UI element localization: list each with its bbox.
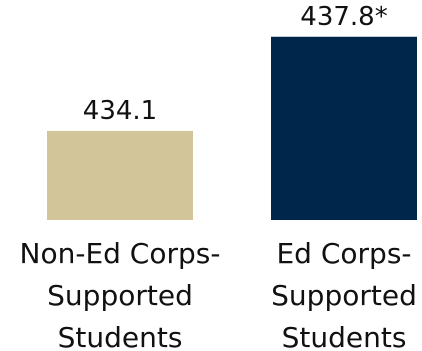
- bars-group: [47, 37, 417, 220]
- bar-1: [47, 131, 193, 220]
- category-label-1-line-2: Supported: [47, 279, 193, 312]
- category-label-1-line-3: Students: [58, 321, 183, 351]
- category-label-2-line-3: Students: [282, 321, 407, 351]
- category-label-2-line-2: Supported: [271, 279, 417, 312]
- category-label-1-line-1: Non-Ed Corps-: [20, 237, 221, 270]
- value-label-2: 437.8*: [300, 2, 387, 32]
- category-label-2-line-1: Ed Corps-: [276, 237, 411, 270]
- category-labels-group: Non-Ed Corps- Supported Students Ed Corps- S…: [20, 237, 417, 351]
- bar-2: [271, 37, 417, 220]
- value-label-1: 434.1: [83, 96, 157, 126]
